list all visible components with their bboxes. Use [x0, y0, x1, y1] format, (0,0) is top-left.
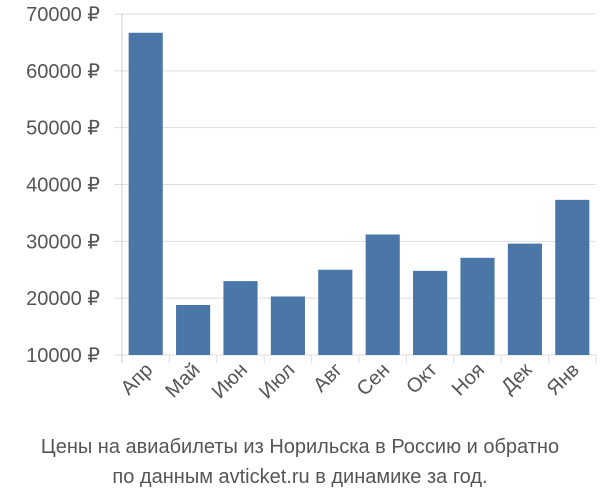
x-category-label: Апр	[117, 359, 158, 400]
price-bar-chart: 10000 ₽ 20000 ₽ 30000 ₽ 40000 ₽ 50000 ₽ 60000…	[26, 4, 597, 403]
bar	[507, 243, 542, 355]
bar	[270, 296, 305, 355]
bar	[176, 304, 211, 355]
bar	[318, 269, 353, 355]
bar	[413, 270, 448, 355]
bar	[128, 32, 163, 355]
x-category-label: Май	[161, 359, 204, 402]
caption-line-1: Цены на авиабилеты из Норильска в Россию…	[40, 436, 560, 458]
x-category-label: Окт	[402, 359, 441, 398]
x-category-label: Сен	[353, 359, 394, 400]
x-category-label: Авг	[309, 359, 347, 397]
bar	[555, 199, 590, 355]
bar	[460, 257, 495, 355]
y-tick-label: 60000 ₽	[26, 61, 100, 83]
x-category-label: Июл	[255, 359, 299, 403]
y-tick-label: 10000 ₽	[26, 345, 100, 367]
x-category-label: Дек	[497, 359, 536, 398]
y-tick-label: 70000 ₽	[26, 4, 100, 26]
x-category-label: Янв	[543, 359, 584, 400]
bar	[365, 234, 400, 355]
x-category-label: Ноя	[448, 359, 489, 400]
bar	[223, 281, 258, 355]
caption-line-2: по данным avticket.ru в динамике за год.	[112, 466, 488, 488]
y-tick-label: 50000 ₽	[26, 118, 100, 140]
y-tick-label: 20000 ₽	[26, 288, 100, 310]
x-category-label: Июн	[208, 359, 252, 403]
y-tick-label: 30000 ₽	[26, 231, 100, 253]
chart-caption: Цены на авиабилеты из Норильска в Россию…	[0, 432, 600, 492]
y-tick-label: 40000 ₽	[26, 175, 100, 197]
